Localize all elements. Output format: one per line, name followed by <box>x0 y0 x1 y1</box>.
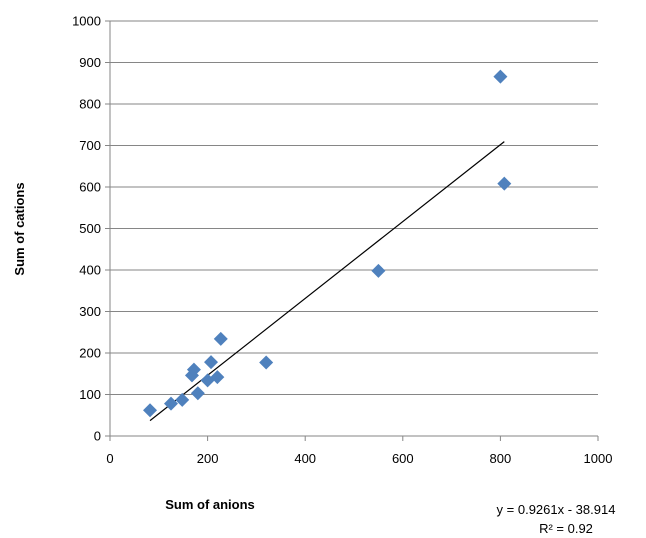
data-point <box>204 355 219 370</box>
x-tick-label: 200 <box>197 451 219 466</box>
y-tick-label: 1000 <box>72 14 101 29</box>
y-tick-label: 900 <box>79 55 101 70</box>
data-point <box>164 396 178 411</box>
y-tick-label: 300 <box>79 304 101 319</box>
x-tick-label: 600 <box>392 451 414 466</box>
y-tick-label: 500 <box>79 221 101 236</box>
data-point <box>259 355 274 370</box>
data-point <box>213 331 228 346</box>
x-tick-labels: 0 200 400 600 800 1000 <box>106 451 612 466</box>
x-tick-label: 800 <box>490 451 512 466</box>
trendline-group <box>149 141 505 422</box>
data-point <box>175 392 190 407</box>
y-axis-title: Sum of cations <box>12 182 27 275</box>
data-points <box>143 69 512 418</box>
data-point <box>371 263 386 278</box>
trendline-equation: y = 0.9261x - 38.914 <box>497 502 616 517</box>
data-point <box>143 403 158 418</box>
trendline <box>149 141 505 422</box>
data-point <box>493 69 508 84</box>
y-tick-label: 0 <box>94 429 101 444</box>
r-squared-label: R² = 0.92 <box>539 521 593 536</box>
y-tick-label: 600 <box>79 180 101 195</box>
data-point <box>497 176 512 191</box>
x-tick-label: 400 <box>294 451 316 466</box>
x-tick-label: 0 <box>106 451 113 466</box>
x-axis-title: Sum of anions <box>165 497 255 512</box>
y-tick-label: 800 <box>79 97 101 112</box>
y-tick-label: 100 <box>79 387 101 402</box>
y-tick-label: 200 <box>79 346 101 361</box>
data-point <box>186 362 201 377</box>
axes <box>105 20 599 441</box>
data-point <box>210 370 225 385</box>
data-point <box>190 386 205 401</box>
gridlines <box>110 20 598 395</box>
y-tick-label: 400 <box>79 263 101 278</box>
y-tick-labels: 0 100 200 300 400 500 600 700 800 900 1000 <box>72 14 101 444</box>
y-tick-label: 700 <box>79 138 101 153</box>
x-tick-label: 1000 <box>584 451 613 466</box>
